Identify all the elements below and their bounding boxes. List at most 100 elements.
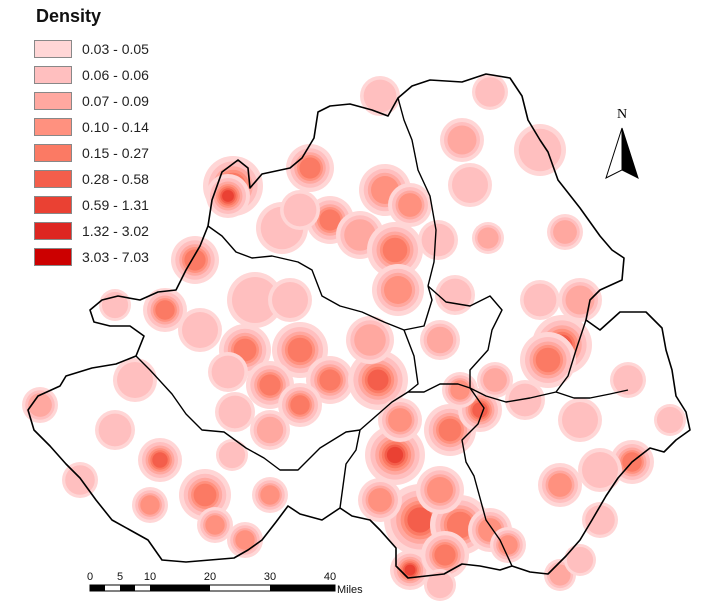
density-patch xyxy=(523,283,557,317)
scale-tick-label: 0 xyxy=(87,571,93,583)
scale-segment xyxy=(90,585,105,591)
scale-tick-label: 30 xyxy=(264,571,276,583)
legend-swatch xyxy=(34,118,72,136)
density-patch xyxy=(299,157,321,179)
legend-label: 0.06 - 0.06 xyxy=(82,67,149,83)
legend-label: 0.03 - 0.05 xyxy=(82,41,149,57)
density-patch xyxy=(205,515,225,535)
density-patch xyxy=(565,285,595,315)
legend-swatch xyxy=(34,144,72,162)
density-patch xyxy=(222,190,234,202)
density-patch xyxy=(363,79,397,113)
scale-unit-label: Miles xyxy=(337,584,363,596)
density-patch xyxy=(182,312,218,348)
density-patch xyxy=(256,416,284,444)
density-patch xyxy=(193,483,217,507)
legend-swatch xyxy=(34,66,72,84)
density-patch xyxy=(382,237,408,263)
density-patch xyxy=(232,277,278,323)
boundary-line xyxy=(403,329,471,393)
density-patch xyxy=(155,300,175,320)
density-patch xyxy=(518,128,562,172)
density-patch xyxy=(613,365,643,395)
density-patch xyxy=(475,77,505,107)
density-patch xyxy=(218,441,246,469)
density-patch xyxy=(438,278,472,312)
density-patch xyxy=(101,291,129,319)
legend-label: 0.07 - 0.09 xyxy=(82,93,149,109)
legend-row: 0.03 - 0.05 xyxy=(34,40,234,60)
legend-label: 0.28 - 0.58 xyxy=(82,171,149,187)
north-label: N xyxy=(617,107,627,122)
boundary-line xyxy=(135,355,361,471)
boundary-line xyxy=(427,285,503,388)
scale-segment xyxy=(150,585,210,591)
legend-label: 0.59 - 1.31 xyxy=(82,197,149,213)
density-patch xyxy=(477,227,499,249)
density-patch xyxy=(184,249,206,271)
density-patch xyxy=(140,495,160,515)
density-patch xyxy=(368,488,392,512)
boundary-line xyxy=(461,387,513,567)
density-patch xyxy=(367,369,389,391)
density-patch xyxy=(272,282,308,318)
density-hotspots xyxy=(22,74,686,601)
legend-swatch xyxy=(34,222,72,240)
density-patch xyxy=(498,535,518,555)
density-patch xyxy=(553,220,577,244)
density-patch xyxy=(426,571,454,599)
density-patch xyxy=(407,507,433,533)
density-patch xyxy=(235,530,255,550)
density-patch xyxy=(582,452,618,488)
region-outline xyxy=(27,73,691,579)
density-patch xyxy=(344,219,376,251)
legend-row: 1.32 - 3.02 xyxy=(34,222,234,242)
density-patch xyxy=(426,326,454,354)
density-patch xyxy=(427,477,453,503)
density-patch xyxy=(384,276,412,304)
density-patch xyxy=(452,167,488,203)
legend-swatch xyxy=(34,196,72,214)
scale-tick-label: 10 xyxy=(144,571,156,583)
density-patch xyxy=(421,223,455,257)
density-patch xyxy=(98,413,132,447)
legend-title: Density xyxy=(36,6,102,26)
density-patch xyxy=(152,452,168,468)
density-patch xyxy=(218,395,252,429)
density-patch xyxy=(404,564,416,576)
density-patch xyxy=(585,505,615,535)
density-patch xyxy=(354,324,386,356)
density-patch xyxy=(535,347,561,373)
density-patch xyxy=(283,193,317,227)
legend-label: 0.15 - 0.27 xyxy=(82,145,149,161)
density-patch xyxy=(260,485,280,505)
legend-row: 3.03 - 7.03 xyxy=(34,248,234,268)
density-patch xyxy=(446,511,474,539)
density-patch xyxy=(434,544,456,566)
legend-row: 0.07 - 0.09 xyxy=(34,92,234,112)
scale-tick-label: 40 xyxy=(324,571,336,583)
scale-tick-label: 20 xyxy=(204,571,216,583)
density-patch xyxy=(398,193,422,217)
legend-swatch xyxy=(34,40,72,58)
legend-label: 3.03 - 7.03 xyxy=(82,249,149,265)
density-patch xyxy=(562,402,598,438)
density-patch xyxy=(548,473,572,497)
legend-row: 0.10 - 0.14 xyxy=(34,118,234,138)
density-patch xyxy=(290,395,310,415)
density-patch xyxy=(117,362,153,398)
density-patch xyxy=(388,408,412,432)
legend-swatch xyxy=(34,170,72,188)
density-patch xyxy=(450,380,470,400)
legend-swatch xyxy=(34,248,72,266)
density-patch xyxy=(566,546,594,574)
density-patch xyxy=(447,125,477,155)
density-patch xyxy=(28,393,52,417)
legend-row: 0.15 - 0.27 xyxy=(34,144,234,164)
density-patch xyxy=(65,465,95,495)
density-patch xyxy=(656,406,684,434)
density-patch xyxy=(319,209,341,231)
density-patch xyxy=(472,402,488,418)
boundary-line xyxy=(397,97,437,287)
